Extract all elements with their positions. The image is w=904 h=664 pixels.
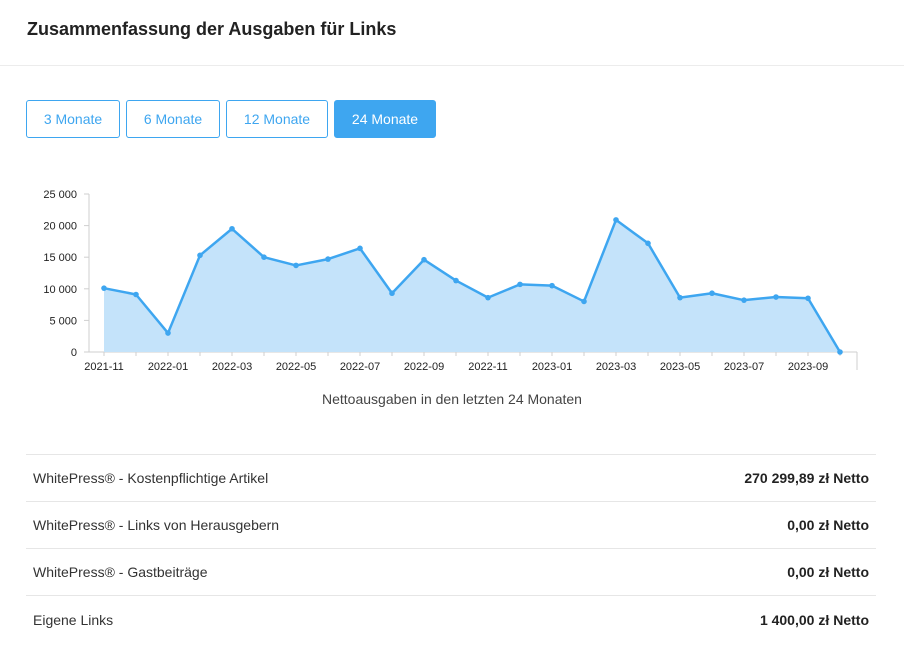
series-netto [101, 217, 843, 355]
data-point[interactable] [517, 281, 523, 288]
data-point[interactable] [101, 285, 107, 291]
amount-text: 0,00 zł [787, 517, 830, 533]
range-12-months-button[interactable]: 12 Monate [226, 100, 328, 138]
data-point[interactable] [357, 245, 363, 252]
range-button-group: 3 Monate 6 Monate 12 Monate 24 Monate [26, 100, 436, 138]
x-tick-label: 2022-09 [404, 361, 444, 373]
y-tick-label: 20 000 [43, 221, 77, 233]
amount-text: 270 299,89 zł [744, 470, 830, 486]
data-point[interactable] [677, 294, 683, 301]
x-tick-label: 2023-01 [532, 361, 572, 373]
netto-label: Netto [833, 564, 869, 580]
x-tick-label: 2023-03 [596, 361, 636, 373]
y-axis: 0 5 000 10 000 15 000 20 000 25 000 [43, 189, 90, 359]
chart-caption: Nettoausgaben in den letzten 24 Monaten [322, 391, 582, 407]
summary-row-label: Eigene Links [33, 611, 114, 628]
data-point[interactable] [773, 294, 779, 300]
range-24-months-button[interactable]: 24 Monate [334, 100, 436, 138]
page-title: Zusammenfassung der Ausgaben für Links [27, 19, 397, 39]
data-point[interactable] [165, 330, 171, 336]
amount-text: 0,00 zł [787, 564, 830, 580]
data-point[interactable] [229, 225, 235, 232]
range-3-months-button[interactable]: 3 Monate [26, 100, 120, 138]
x-tick-label: 2023-07 [724, 361, 764, 373]
data-point[interactable] [837, 349, 843, 355]
netto-label: Netto [833, 470, 869, 486]
x-tick-label: 2021-11 [84, 361, 124, 373]
data-point[interactable] [549, 282, 555, 289]
netto-label: Netto [833, 517, 869, 533]
spending-summary-table: WhitePress® - Kostenpflichtige Artikel 2… [26, 454, 876, 643]
data-point[interactable] [709, 290, 715, 297]
data-point[interactable] [613, 217, 619, 223]
summary-row: WhitePress® - Kostenpflichtige Artikel 2… [26, 455, 876, 502]
range-6-months-button[interactable]: 6 Monate [126, 100, 220, 138]
x-tick-label: 2022-01 [148, 361, 188, 373]
x-tick-label: 2023-09 [788, 361, 828, 373]
data-point[interactable] [741, 297, 747, 303]
y-tick-label: 15 000 [43, 252, 77, 264]
summary-row-value: 0,00 zł Netto [787, 517, 869, 533]
series-line [103, 218, 842, 353]
summary-row-label: WhitePress® - Links von Herausgebern [33, 517, 280, 533]
summary-row: WhitePress® - Gastbeiträge 0,00 zł Netto [26, 549, 876, 596]
data-point[interactable] [581, 298, 587, 305]
y-tick-label: 25 000 [43, 189, 77, 201]
data-point[interactable] [645, 240, 651, 247]
y-tick-label: 0 [71, 347, 77, 359]
x-tick-label: 2022-07 [340, 361, 380, 373]
data-point[interactable] [293, 262, 299, 269]
x-tick-label: 2022-11 [468, 361, 508, 373]
summary-row-label: WhitePress® - Kostenpflichtige Artikel [33, 470, 269, 486]
summary-row-value: 0,00 zł Netto [787, 564, 869, 580]
summary-row: Eigene Links 1 400,00 zł Netto [26, 596, 876, 643]
data-point[interactable] [325, 256, 331, 262]
summary-row-value: 270 299,89 zł Netto [744, 470, 869, 486]
summary-row-label: WhitePress® - Gastbeiträge [33, 564, 208, 580]
x-tick-label: 2022-03 [212, 361, 252, 373]
series-area [104, 219, 840, 352]
data-point[interactable] [133, 291, 139, 298]
y-tick-label: 5 000 [49, 315, 77, 327]
x-axis: 2021-11 2022-01 2022-03 2022-05 2022-07 2022-… [84, 351, 858, 373]
data-point[interactable] [197, 252, 203, 259]
data-point[interactable] [421, 256, 427, 263]
data-point[interactable] [453, 277, 459, 284]
amount-text: 1 400,00 zł [759, 611, 830, 628]
data-point[interactable] [389, 290, 395, 297]
data-point[interactable] [261, 254, 267, 260]
data-point[interactable] [805, 295, 811, 302]
summary-row-value: 1 400,00 zł Netto [760, 612, 869, 628]
page-header: Zusammenfassung der Ausgaben für Links [0, 0, 904, 66]
x-tick-label: 2023-05 [660, 361, 700, 373]
y-tick-label: 10 000 [43, 284, 77, 296]
data-point[interactable] [485, 294, 491, 301]
summary-row: WhitePress® - Links von Herausgebern 0,0… [26, 502, 876, 549]
x-tick-label: 2022-05 [276, 361, 316, 373]
netto-label: Netto [833, 611, 869, 628]
